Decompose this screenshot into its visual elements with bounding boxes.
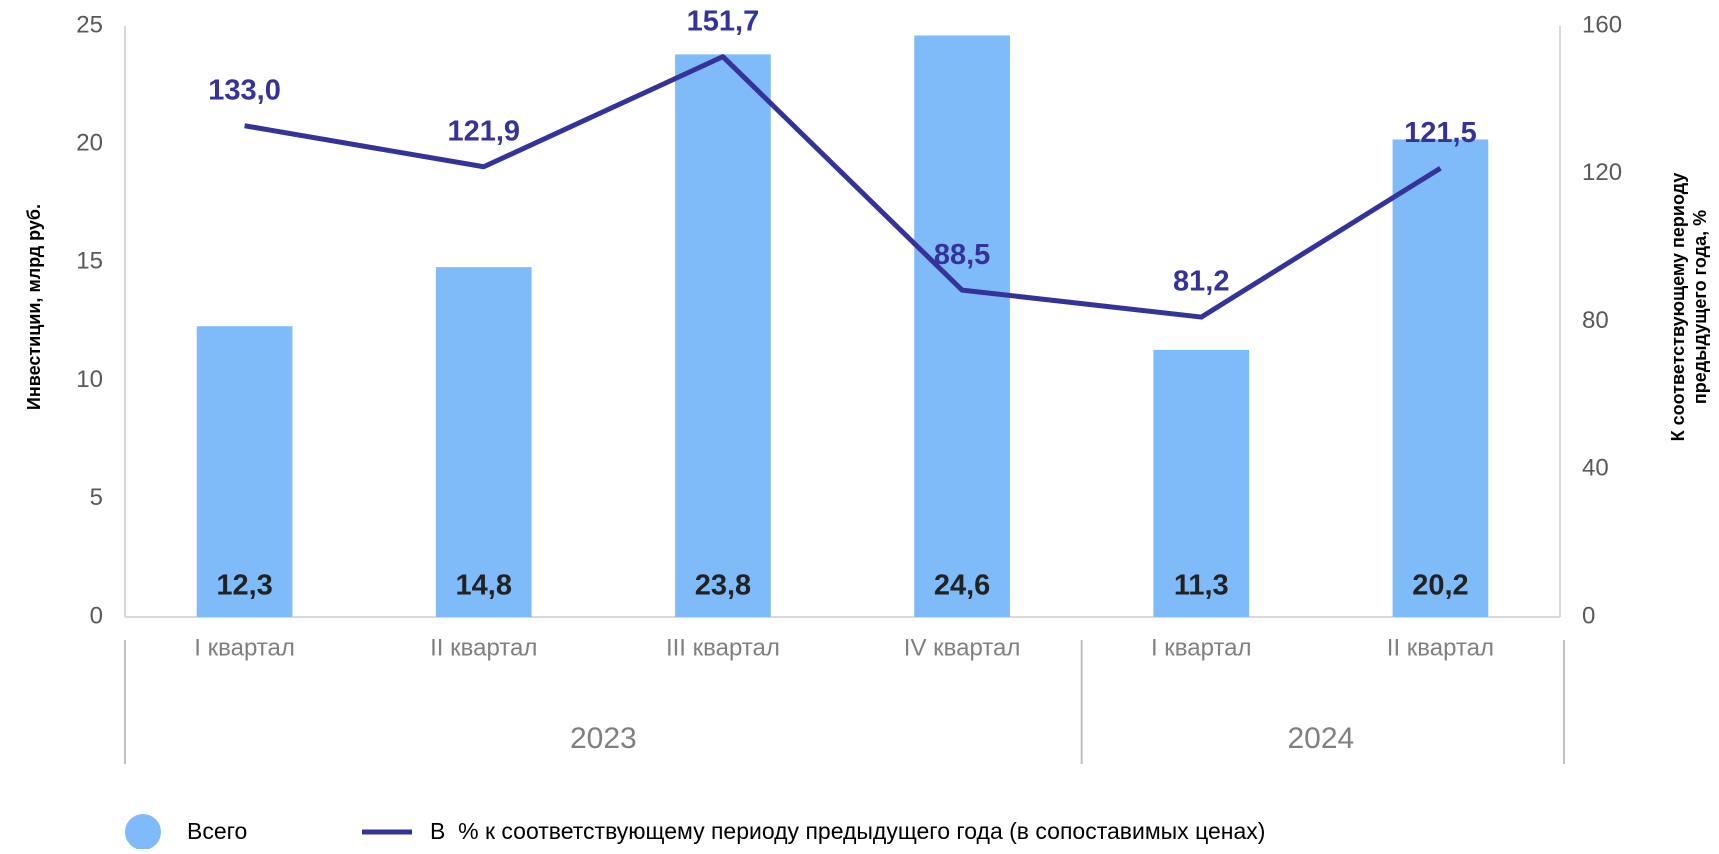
line: [244, 54, 1442, 320]
legend-marker: [125, 814, 161, 850]
y2-tick-label: 120: [1582, 159, 1622, 186]
y2-axis-title: К соответствующему периоду: [1668, 173, 1688, 442]
y2-axis-title: предыдущего года, %: [1690, 210, 1710, 404]
line-value-label: 133,0: [208, 74, 281, 106]
y-tick-label: 10: [76, 366, 103, 393]
x-tick-label: III квартал: [666, 634, 780, 661]
y2-tick-label: 80: [1582, 307, 1609, 334]
bar: [914, 35, 1010, 618]
x-tick-label: IV квартал: [904, 634, 1021, 661]
y2-tick-label: 160: [1582, 11, 1622, 38]
legend-label: В % к соответствующему периоду предыдуще…: [430, 818, 1265, 844]
y-tick-label: 0: [90, 602, 103, 629]
bar-value-label: 12,3: [216, 570, 272, 602]
bar-value-label: 23,8: [695, 570, 751, 602]
group-label: 2024: [1287, 722, 1354, 755]
bar: [1392, 139, 1489, 618]
bar-value-label: 24,6: [934, 570, 990, 602]
bar-value-label: 20,2: [1412, 570, 1468, 602]
x-tick-label: II квартал: [430, 634, 537, 661]
x-tick-label: I квартал: [194, 634, 295, 661]
bar: [196, 326, 293, 617]
bar: [1153, 349, 1250, 617]
line-value-label: 88,5: [934, 239, 990, 271]
y2-tick-label: 40: [1582, 455, 1609, 482]
x-tick-label: II квартал: [1387, 634, 1494, 661]
bar-value-label: 14,8: [456, 570, 512, 602]
group-label: 2023: [570, 722, 637, 755]
line-value-label: 121,5: [1404, 117, 1477, 149]
bar: [675, 54, 771, 618]
bar-value-label: 11,3: [1174, 570, 1229, 602]
line-value-label: 121,9: [447, 115, 520, 147]
y-tick-label: 20: [76, 130, 103, 157]
line-value-label: 151,7: [687, 5, 760, 37]
y-tick-label: 15: [76, 248, 103, 275]
bar: [435, 267, 532, 617]
legend-label: Всего: [187, 818, 247, 844]
y-tick-label: 25: [76, 11, 103, 38]
y-tick-label: 5: [90, 484, 103, 511]
x-tick-label: I квартал: [1151, 634, 1252, 661]
y-axis-title: Инвестиции, млрд руб.: [24, 204, 44, 410]
line-value-label: 81,2: [1173, 266, 1229, 298]
y2-tick-label: 0: [1582, 602, 1595, 629]
